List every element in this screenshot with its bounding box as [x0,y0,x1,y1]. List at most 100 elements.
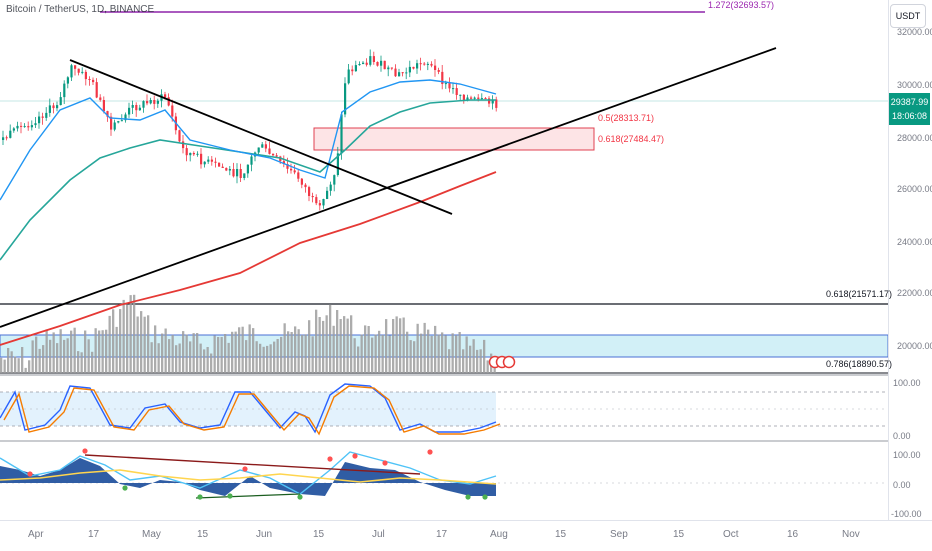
volume-bar [392,319,395,373]
volume-bar [252,328,255,373]
candle-body [315,197,318,204]
candle-body [236,169,239,177]
time-axis[interactable]: Apr 17 May 15 Jun 15 Jul 17 Aug 15 Sep 1… [0,520,932,551]
fib-label-05: 0.5(28313.71) [598,113,655,123]
volume-bar [280,336,283,373]
volume-bar [59,329,62,373]
ema-fast-line [0,79,497,201]
volume-bar [126,304,129,373]
volume-bar [255,341,258,373]
volume-bar [427,329,430,373]
candle-body [218,162,221,167]
candle-body [146,101,149,104]
volume-bar [31,340,34,373]
volume-bar [150,342,153,373]
candle-body [243,173,246,178]
volume-bar [259,343,262,373]
price-axis[interactable]: 32000.00 30000.00 28000.00 26000.00 2400… [888,0,932,520]
candle-body [369,56,372,65]
chart-canvas[interactable] [0,0,888,520]
stoch-d-line [3,385,501,436]
price-axis-label: 20000.00 [897,341,932,351]
candle-body [246,164,249,174]
candle-body [20,125,23,127]
volume-bar [406,331,409,373]
candle-body [171,105,174,117]
candle-body [12,128,15,131]
currency-button[interactable]: USDT [890,4,926,28]
osc-signal-line [0,469,497,485]
volume-bar [136,316,139,373]
candle-body [488,98,491,104]
candle-body [77,68,80,73]
volume-bar [346,318,349,373]
volume-bar [455,335,458,373]
candle-body [239,169,242,178]
volume-bar [7,348,10,373]
volume-bar [196,333,199,373]
candle-body [128,107,131,115]
volume-bar [262,346,265,373]
volume-bar [24,367,27,373]
price-axis-label: 26000.00 [897,184,932,194]
volume-bar [301,334,304,373]
candle-body [448,83,451,89]
osc-signal-dot [482,494,488,500]
candle-body [484,98,487,100]
candle-body [322,199,325,206]
volume-bar [220,337,223,373]
candle-body [362,62,365,65]
candle-body [372,56,375,62]
time-axis-label: 15 [673,529,685,540]
volume-bar [395,316,398,373]
candle-body [405,72,408,74]
time-axis-label: 15 [555,529,567,540]
candle-body [383,60,386,70]
volume-bar [350,315,353,373]
fib-label-0786: 0.786(18890.57) [826,359,893,369]
candle-body [138,107,141,111]
candle-body [210,159,213,162]
candle-body [203,161,206,165]
candle-body [56,105,59,109]
candle-body [275,155,278,157]
volume-bar [416,323,419,373]
candle-body [286,164,289,169]
candle-body [5,137,8,139]
candle-body [419,63,422,65]
time-axis-label: 17 [436,529,448,540]
candle-body [113,122,116,130]
candle-body [376,62,379,66]
candle-body [333,175,336,185]
volume-bar [192,333,195,373]
osc-divergence-line [195,493,301,499]
volume-bar [119,309,122,373]
candle-body [38,116,41,124]
time-axis-label: Jul [372,529,385,540]
candle-body [354,65,357,72]
volume-bar [462,349,465,373]
volume-bar [171,334,174,373]
fib-golden-zone [313,127,595,151]
candle-body [426,63,429,65]
time-axis-label: Aug [490,529,508,540]
ema-slow-line [0,171,497,346]
volume-bar [122,299,125,373]
volume-bar [77,351,80,373]
osc-signal-dot [27,471,33,477]
volume-bar [10,351,13,373]
candle-body [2,137,5,140]
stoch-axis-label: 100.00 [893,378,921,388]
volume-bar [87,339,90,373]
candle-body [214,161,217,163]
volume-bar [388,335,391,373]
candle-body [444,83,447,85]
candle-body [326,190,329,199]
volume-bar [332,325,335,373]
candle-body [70,65,73,78]
candle-body [192,153,195,155]
volume-bar [49,339,52,373]
symbol-title[interactable]: Bitcoin / TetherUS, 1D, BINANCE [6,4,155,15]
volume-bar [175,345,178,373]
